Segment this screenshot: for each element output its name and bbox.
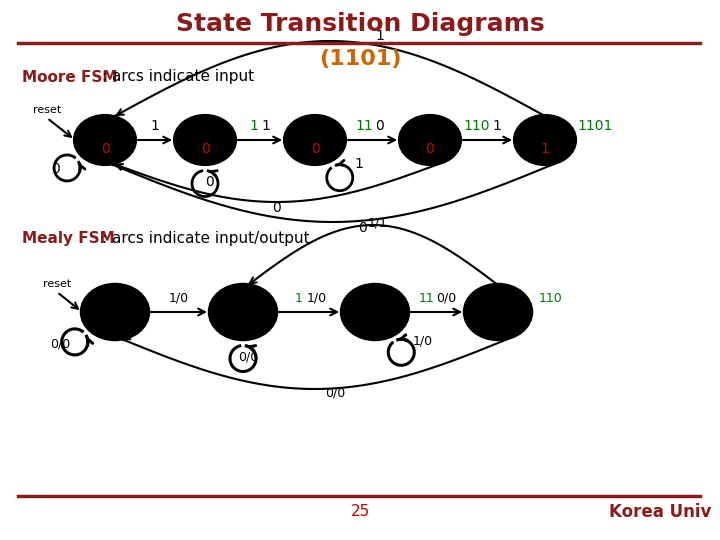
Ellipse shape: [400, 116, 460, 164]
Text: 0: 0: [310, 142, 320, 156]
Text: 0: 0: [272, 201, 281, 215]
Text: State Transition Diagrams: State Transition Diagrams: [176, 12, 544, 36]
Text: S3: S3: [421, 128, 438, 142]
Text: 11: 11: [419, 292, 435, 305]
Text: 0: 0: [50, 162, 59, 176]
Text: 0: 0: [206, 175, 215, 189]
Text: 0/0: 0/0: [238, 350, 258, 363]
Text: 0/0: 0/0: [436, 292, 456, 305]
Text: 1: 1: [150, 119, 159, 133]
Text: 0: 0: [426, 142, 434, 156]
Text: S2: S2: [306, 128, 324, 142]
Text: 0/0: 0/0: [325, 387, 345, 400]
Ellipse shape: [175, 116, 235, 164]
Ellipse shape: [82, 285, 148, 339]
Text: 25: 25: [351, 504, 369, 519]
Ellipse shape: [75, 116, 135, 164]
Ellipse shape: [465, 285, 531, 339]
Text: 1: 1: [261, 119, 271, 133]
Text: 1: 1: [250, 119, 258, 133]
Ellipse shape: [342, 285, 408, 339]
Text: S4: S4: [536, 128, 554, 142]
Ellipse shape: [285, 116, 345, 164]
Text: 1101: 1101: [577, 119, 613, 133]
Text: : arcs indicate input/output: : arcs indicate input/output: [102, 231, 310, 246]
Text: : arcs indicate input: : arcs indicate input: [102, 70, 254, 84]
Text: 0/0: 0/0: [50, 338, 70, 350]
Text: 1/1: 1/1: [368, 217, 388, 230]
Text: S2: S2: [366, 305, 384, 319]
Text: 1: 1: [376, 29, 384, 43]
Text: 1: 1: [541, 142, 549, 156]
Text: 1: 1: [492, 119, 501, 133]
Text: 1/0: 1/0: [413, 334, 433, 348]
Text: 1/0: 1/0: [307, 292, 327, 305]
Ellipse shape: [515, 116, 575, 164]
Text: S3: S3: [490, 305, 507, 319]
Ellipse shape: [210, 285, 276, 339]
Text: 0: 0: [358, 221, 367, 235]
Text: Korea Univ: Korea Univ: [609, 503, 711, 521]
Text: 11: 11: [355, 119, 373, 133]
Text: S1: S1: [234, 305, 252, 319]
Text: S0: S0: [96, 128, 114, 142]
Text: reset: reset: [43, 279, 71, 289]
Text: S0: S0: [107, 305, 124, 319]
Text: S1: S1: [196, 128, 214, 142]
Text: Moore FSM: Moore FSM: [22, 70, 117, 84]
Text: 110: 110: [539, 292, 563, 305]
Text: 1: 1: [295, 292, 303, 305]
Text: Mealy FSM: Mealy FSM: [22, 231, 114, 246]
Text: 1: 1: [354, 157, 364, 171]
Text: 110: 110: [464, 119, 490, 133]
Text: 0: 0: [201, 142, 210, 156]
Text: (1101): (1101): [319, 49, 401, 69]
Text: reset: reset: [33, 105, 61, 115]
Text: 0: 0: [101, 142, 109, 156]
Text: 0: 0: [376, 119, 384, 133]
Text: 1/0: 1/0: [169, 292, 189, 305]
